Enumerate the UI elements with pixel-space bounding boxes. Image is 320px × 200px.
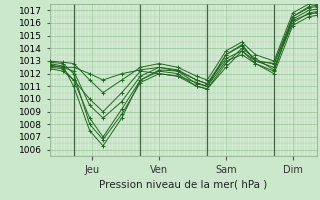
X-axis label: Pression niveau de la mer( hPa ): Pression niveau de la mer( hPa ) — [99, 179, 267, 189]
